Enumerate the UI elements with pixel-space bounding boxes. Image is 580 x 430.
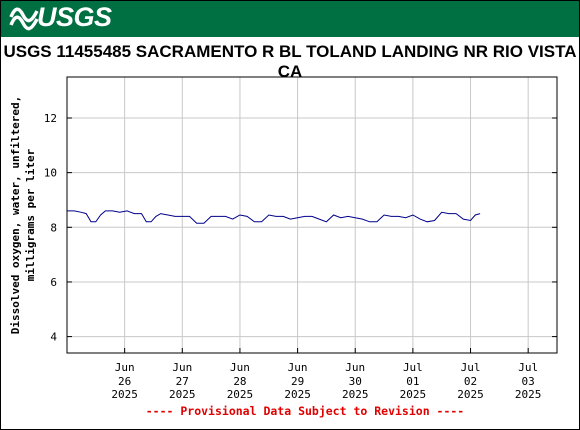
plot-area-border [66,76,558,354]
x-tick-day: 27 [176,375,189,388]
chart-title: USGS 11455485 SACRAMENTO R BL TOLAND LAN… [3,42,577,81]
x-tick-month: Jun [230,361,250,374]
provisional-notice: ---- Provisional Data Subject to Revisio… [145,404,465,418]
x-tick-month: Jun [172,361,192,374]
x-tick-year: 2025 [400,388,427,401]
x-tick-month: Jul [403,361,423,374]
y-tick-label: 12 [44,112,57,125]
y-tick-labels: 4 6 8 10 12 [44,112,58,344]
x-tick-month: Jul [518,361,538,374]
x-tick-day: 29 [291,375,304,388]
y-axis-label-line2: milligrams per liter [24,148,37,281]
series-line [67,210,481,224]
x-tick-year: 2025 [227,388,254,401]
x-tick-day: 28 [233,375,246,388]
x-tick-label: Jun 29 2025 [284,361,311,401]
x-tick-label: Jun 30 2025 [342,361,369,401]
x-tick-month: Jun [288,361,308,374]
y-tick-label: 6 [50,276,57,289]
x-tick-year: 2025 [457,388,484,401]
y-axis-label-line1: Dissolved oxygen, water, unfiltered, [9,96,22,334]
y-tick-label: 4 [50,331,57,344]
x-tick-day: 03 [522,375,535,388]
x-tick-day: 26 [118,375,131,388]
x-tick-year: 2025 [111,388,138,401]
x-tick-year: 2025 [342,388,369,401]
usgs-logo-icon [9,7,39,31]
x-tick-day: 02 [464,375,477,388]
x-tick-label: Jun 27 2025 [169,361,196,401]
x-tick-label: Jul 02 2025 [457,361,484,401]
x-tick-year: 2025 [515,388,542,401]
x-tick-year: 2025 [169,388,196,401]
x-tick-label: Jul 03 2025 [515,361,542,401]
x-tick-day: 01 [406,375,419,388]
usgs-logo-text: USGS [37,2,112,32]
x-tick-month: Jun [345,361,365,374]
y-tick-label: 8 [50,221,57,234]
grid-layer [67,77,557,353]
x-tick-year: 2025 [284,388,311,401]
y-tick-label: 10 [44,167,57,180]
x-tick-label: Jun 28 2025 [227,361,254,401]
x-tick-month: Jul [461,361,481,374]
x-tick-label: Jul 01 2025 [400,361,427,401]
usgs-header-bar: USGS [1,1,579,37]
x-tick-day: 30 [349,375,362,388]
x-tick-month: Jun [115,361,135,374]
x-tick-label: Jun 26 2025 [111,361,138,401]
series-layer [67,210,481,224]
